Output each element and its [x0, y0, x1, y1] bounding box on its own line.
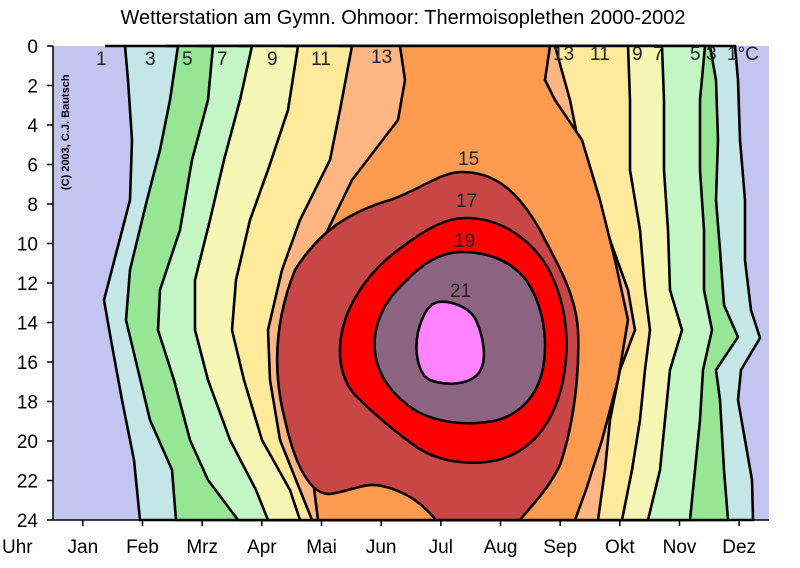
y-tick-label: 16	[17, 353, 38, 374]
y-tick-label: 12	[17, 274, 38, 295]
y-tick-label: 2	[27, 77, 38, 98]
y-tick-label: 6	[27, 156, 38, 177]
contour-label: 15	[458, 149, 479, 170]
copyright-note: (C) 2003, C.J. Bautsch	[60, 74, 72, 190]
x-tick-label: Aug	[484, 537, 518, 558]
x-tick-label: Apr	[247, 537, 277, 558]
contour-label: 11	[311, 49, 331, 70]
x-tick-label: Mrz	[186, 537, 218, 558]
contour-label: 5	[182, 49, 193, 70]
x-tick-label: Feb	[126, 537, 159, 558]
x-tick-label: Okt	[605, 537, 635, 558]
contour-label: 13	[371, 47, 392, 68]
contour-label: 5	[690, 44, 701, 65]
plot-area	[53, 44, 769, 522]
contour-label: 17	[456, 191, 477, 212]
contour-label: 9	[632, 44, 643, 65]
y-tick-label: 20	[17, 432, 38, 453]
band-above-21	[415, 300, 486, 385]
contour-label: 7	[217, 49, 228, 70]
y-tick-label: 22	[17, 472, 38, 493]
y-tick-label: 14	[17, 314, 39, 335]
y-tick-label: 8	[27, 195, 38, 216]
x-axis-ticks: Jan Feb Mrz Apr Mai Jun Jul Aug Sep Okt Nov Dez	[68, 520, 756, 558]
x-tick-label: Mai	[306, 537, 337, 558]
contour-label: 19	[454, 231, 475, 252]
x-tick-label: Dez	[722, 537, 756, 558]
y-tick-label: 0	[27, 37, 38, 58]
contour-labels: 1 3 5 7 9 11 13 13 11 9 7 5 3 1°C 15 17 …	[96, 44, 759, 302]
x-tick-label: Jun	[366, 537, 397, 558]
y-tick-label: 4	[27, 116, 38, 137]
contour-label: 3	[706, 44, 717, 65]
contour-label: 11	[590, 44, 610, 65]
chart-title: Wetterstation am Gymn. Ohmoor: Thermoiso…	[120, 7, 685, 29]
x-tick-label: Jul	[429, 537, 453, 558]
contour-label: 3	[145, 49, 156, 70]
y-unit-label: Uhr	[2, 537, 33, 558]
contour-label: 1	[96, 49, 107, 70]
x-tick-label: Jan	[68, 537, 99, 558]
contour-label: 1°C	[727, 44, 759, 65]
contour-label: 13	[553, 44, 574, 65]
contour-label: 21	[450, 281, 471, 302]
y-tick-label: 24	[17, 511, 39, 532]
x-tick-label: Nov	[663, 537, 697, 558]
y-tick-label: 18	[17, 393, 38, 414]
contour-label: 7	[653, 44, 664, 65]
x-tick-label: Sep	[543, 537, 577, 558]
contour-label: 9	[267, 49, 278, 70]
y-tick-label: 10	[17, 235, 38, 256]
